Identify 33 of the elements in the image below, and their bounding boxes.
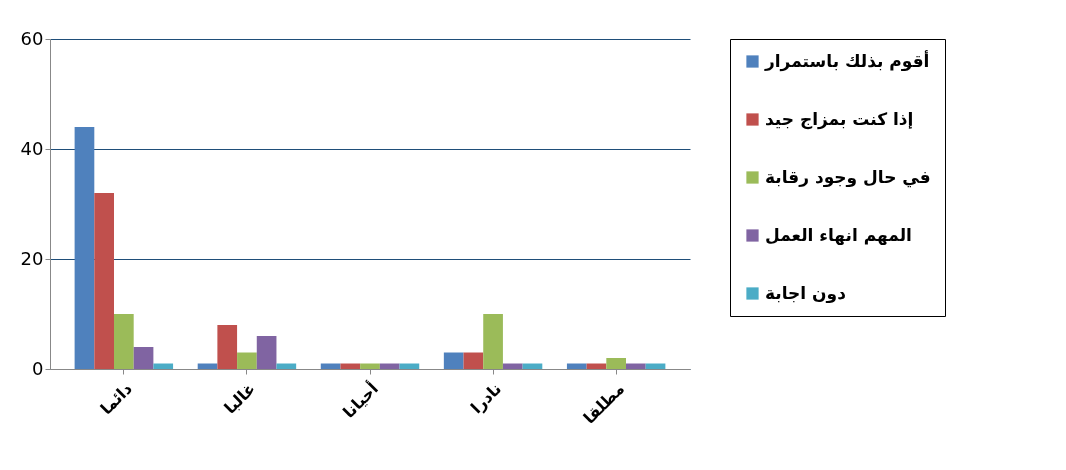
legend-label: أقوم بذلك باستمرار bbox=[764, 49, 930, 72]
bar bbox=[133, 347, 154, 369]
bar bbox=[606, 358, 626, 369]
bar bbox=[340, 363, 361, 369]
x-tick-label: مطلقا bbox=[579, 379, 629, 428]
legend-label: في حال وجود رقابة bbox=[765, 166, 931, 188]
bar bbox=[379, 363, 400, 369]
bar bbox=[74, 127, 95, 369]
bar bbox=[483, 314, 503, 369]
legend-label: المهم انهاء العمل bbox=[765, 224, 912, 246]
bar bbox=[114, 314, 134, 369]
legend-label: إذا كنت بمزاج جيد bbox=[765, 108, 914, 130]
bar bbox=[276, 363, 297, 369]
bar bbox=[502, 363, 523, 369]
bar bbox=[256, 336, 277, 369]
bar bbox=[626, 363, 646, 369]
bar bbox=[463, 352, 484, 369]
y-tick-label: 40 bbox=[20, 137, 44, 159]
x-tick-label: غالبا bbox=[220, 379, 259, 418]
bar bbox=[360, 363, 380, 369]
bar bbox=[153, 363, 174, 369]
bar bbox=[566, 363, 587, 369]
x-tick-label: أحيانا bbox=[338, 378, 383, 422]
y-tick-label: 0 bbox=[32, 357, 44, 379]
bar bbox=[94, 193, 114, 369]
x-tick-label: دائما bbox=[96, 379, 136, 419]
bar bbox=[443, 352, 464, 369]
bar bbox=[237, 352, 257, 369]
legend-label: دون اجابة bbox=[765, 282, 847, 304]
y-tick-label: 20 bbox=[20, 247, 44, 269]
bar bbox=[217, 325, 238, 369]
x-tick-label: نادرا bbox=[466, 379, 506, 418]
y-tick-label: 60 bbox=[20, 27, 44, 49]
